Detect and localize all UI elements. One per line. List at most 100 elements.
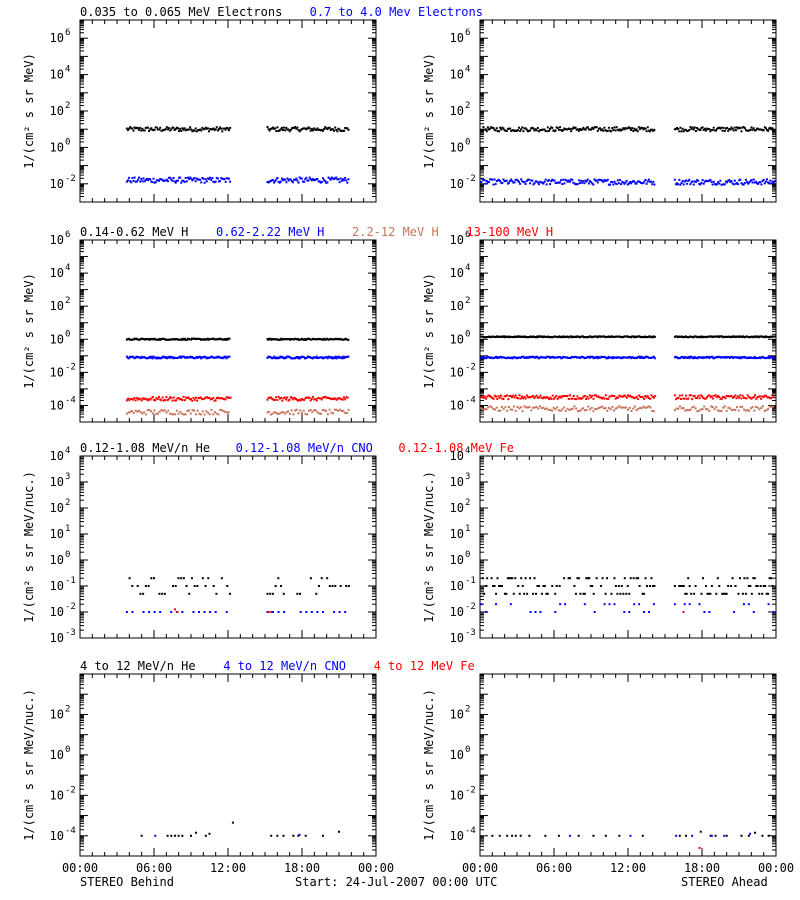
data-point (679, 183, 682, 186)
y-tick-label-exponent: 0 (65, 745, 70, 755)
panel-3-behind: 1/(cm² s sr MeV/nuc.)10 -310 -210 -110 010 11… (22, 446, 377, 645)
data-point (499, 180, 502, 183)
data-point (506, 409, 509, 412)
data-point (685, 592, 688, 595)
data-point (559, 409, 562, 412)
data-point (518, 394, 521, 397)
data-point (633, 180, 636, 183)
data-point (559, 126, 562, 129)
data-point (621, 357, 624, 360)
data-point (525, 128, 528, 131)
data-point (132, 412, 135, 415)
y-tick-label-exponent: -2 (465, 362, 476, 372)
data-point (604, 394, 607, 397)
data-point (545, 183, 548, 186)
data-point (189, 126, 192, 129)
data-point (592, 397, 595, 400)
data-point (692, 128, 695, 131)
data-point (770, 577, 773, 580)
data-point (325, 181, 328, 184)
data-point (763, 182, 766, 185)
data-point (589, 180, 592, 183)
data-point (736, 395, 739, 398)
data-point (343, 129, 346, 132)
data-point (753, 409, 756, 412)
series-blue (480, 178, 776, 186)
data-point (216, 129, 219, 132)
data-point (584, 128, 587, 131)
data-point (266, 611, 269, 613)
data-point (480, 357, 483, 360)
data-point (226, 585, 229, 587)
data-point (138, 128, 141, 131)
data-point (585, 577, 588, 580)
data-point (759, 128, 762, 131)
data-point (608, 395, 611, 398)
data-point (346, 127, 349, 130)
data-point (760, 128, 763, 131)
data-point (495, 603, 498, 606)
data-point (625, 179, 628, 182)
data-point (694, 407, 697, 410)
data-point (201, 126, 204, 129)
data-point (582, 407, 585, 410)
data-point (304, 396, 307, 399)
data-point (615, 396, 618, 399)
data-point (701, 408, 704, 411)
data-point (145, 177, 148, 180)
data-point (282, 397, 285, 400)
data-point (488, 181, 491, 184)
data-point (743, 577, 746, 580)
y-tick-label-exponent: 2 (65, 498, 70, 508)
data-point (601, 577, 604, 580)
data-point (492, 397, 495, 400)
data-point (604, 179, 607, 182)
data-point (190, 834, 192, 837)
data-point (208, 177, 211, 180)
data-point (283, 178, 286, 181)
data-point (622, 127, 625, 130)
data-point (304, 127, 307, 130)
data-point (186, 128, 189, 131)
data-point (493, 128, 496, 131)
data-point (213, 411, 216, 414)
data-point (726, 395, 729, 398)
data-point (682, 407, 685, 410)
data-point (729, 407, 732, 410)
data-point (611, 127, 614, 130)
data-point (543, 180, 546, 183)
data-point (734, 129, 737, 132)
data-point (273, 411, 276, 414)
footer-left-label: STEREO Behind (80, 875, 174, 889)
data-point (512, 181, 515, 184)
data-point (181, 338, 184, 341)
data-point (626, 183, 629, 186)
data-point (627, 126, 630, 129)
data-point (196, 399, 199, 402)
data-point (344, 127, 347, 130)
data-point (642, 405, 645, 408)
y-axis-label: 1/(cm² s sr MeV) (422, 53, 436, 169)
data-point (768, 127, 771, 130)
data-point (199, 396, 202, 399)
data-point (345, 585, 348, 587)
data-point (225, 611, 228, 613)
data-point (299, 357, 302, 360)
data-point (267, 181, 270, 184)
data-point (300, 128, 303, 131)
data-point (543, 128, 546, 131)
data-point (708, 409, 711, 412)
data-point (542, 128, 545, 131)
data-point (158, 128, 161, 131)
data-point (554, 611, 557, 613)
data-point (174, 128, 177, 131)
data-point (164, 399, 167, 402)
data-point (628, 406, 631, 409)
data-point (166, 399, 169, 402)
data-point (326, 128, 329, 131)
data-point (321, 177, 324, 180)
data-point (571, 127, 574, 130)
data-point (755, 397, 758, 400)
data-point (328, 397, 331, 400)
data-point (561, 357, 564, 360)
